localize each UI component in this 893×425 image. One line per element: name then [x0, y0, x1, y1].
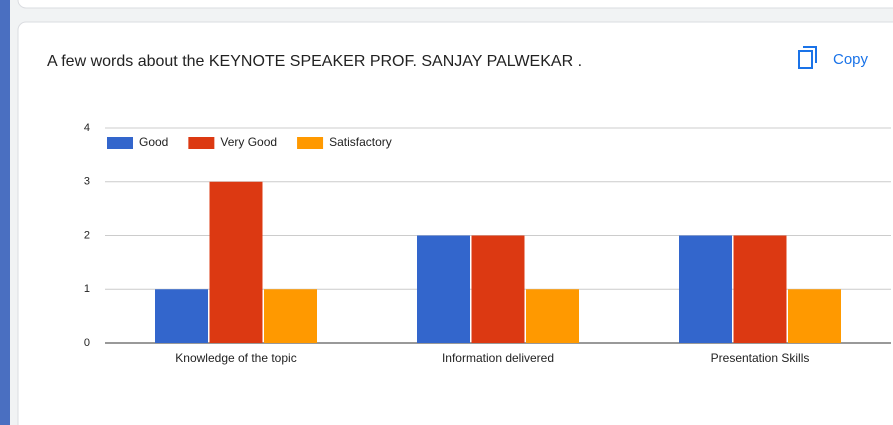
previous-card [17, 0, 893, 9]
copy-button[interactable]: Copy [792, 44, 878, 74]
bar [679, 235, 732, 343]
x-tick-label: Knowledge of the topic [175, 351, 296, 365]
legend-label: Good [139, 135, 168, 149]
chart-title: A few words about the KEYNOTE SPEAKER PR… [47, 53, 582, 70]
legend-label: Very Good [220, 135, 277, 149]
bar [209, 181, 263, 343]
legend-swatch [188, 137, 215, 149]
copy-icon [798, 50, 813, 69]
y-tick-label: 1 [84, 283, 90, 295]
left-edge [0, 0, 10, 425]
x-tick-label: Information delivered [442, 351, 554, 365]
bar [417, 235, 470, 343]
copy-label: Copy [833, 51, 869, 68]
y-tick-label: 4 [84, 122, 90, 134]
legend-swatch [107, 137, 133, 149]
x-tick-label: Presentation Skills [711, 351, 810, 365]
bar [733, 235, 787, 343]
legend-label: Satisfactory [329, 135, 392, 149]
bar [264, 289, 317, 343]
legend-swatch [297, 137, 324, 149]
y-tick-label: 0 [84, 337, 90, 349]
bar [471, 235, 525, 343]
y-tick-label: 3 [84, 176, 90, 188]
copy-icon-back [803, 46, 817, 63]
bar [155, 289, 208, 343]
chart: 0 1 2 3 4 Knowledge of the topic Information d… [84, 122, 891, 365]
bar [788, 289, 841, 343]
y-tick-label: 2 [84, 229, 90, 241]
bar [526, 289, 579, 343]
